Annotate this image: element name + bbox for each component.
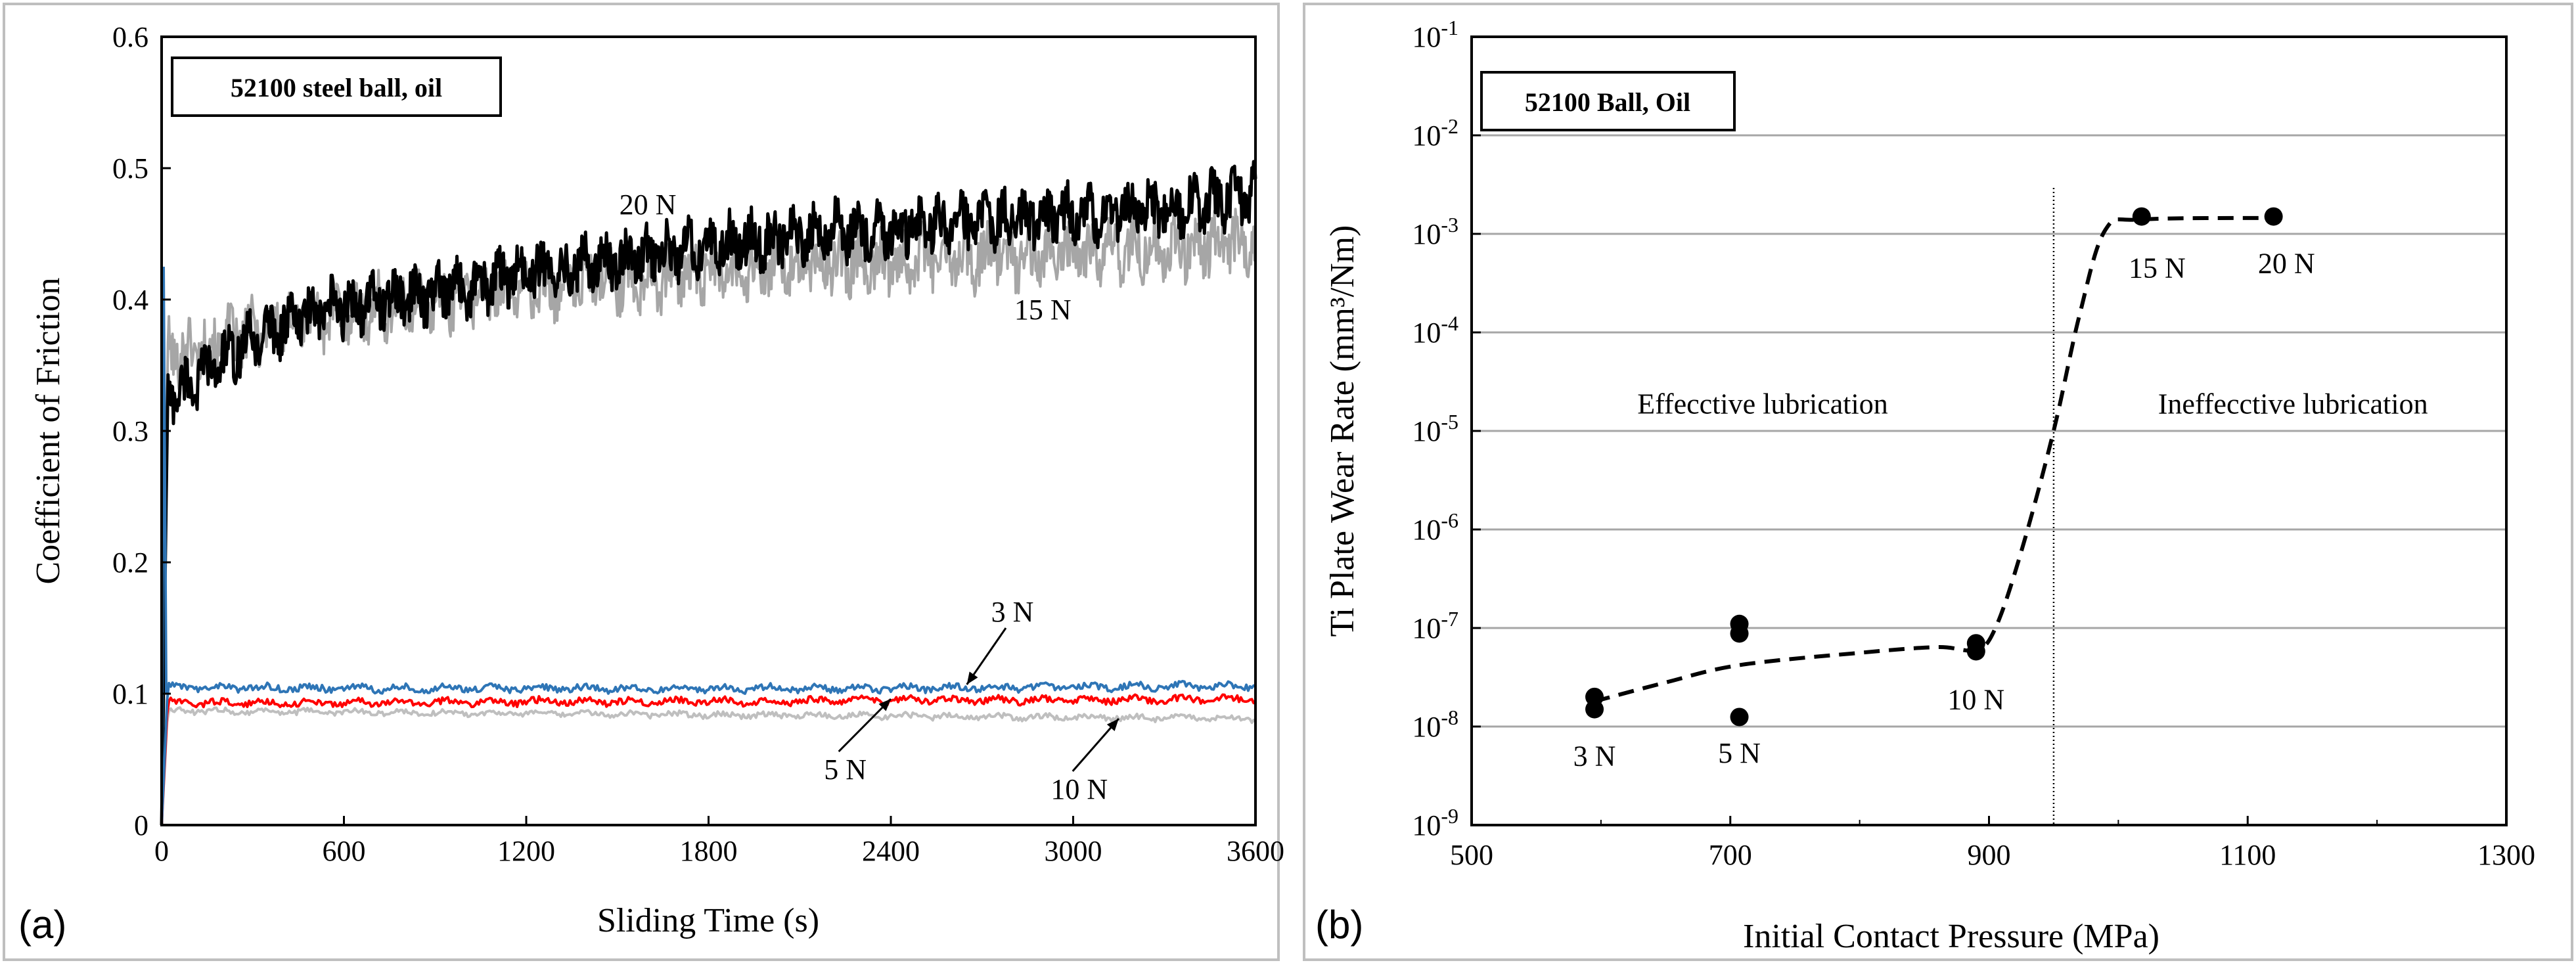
panel-b-data-point <box>1585 700 1604 719</box>
panel-a-y-tick-label: 0.3 <box>112 415 148 447</box>
panel-b-y-tick-label: 10-2 <box>1412 114 1458 152</box>
panel-a-y-tick-label: 0.1 <box>112 678 148 710</box>
series-line-20n <box>160 160 1257 826</box>
panel-b-annotations: Effecctive lubrication Ineffecctive lubri… <box>1573 248 2428 773</box>
panel-a-y-tick-labels: 0 0.1 0.2 0.3 0.4 0.5 0.6 <box>112 21 148 842</box>
panel-b-point-label: 20 N <box>2258 248 2315 280</box>
panel-b-x-tick-label: 1300 <box>2477 839 2535 871</box>
panel-b-data-point <box>1730 624 1749 643</box>
panel-a-legend-box: 52100 steel ball, oil <box>171 56 502 117</box>
panel-b-x-tick-labels: 500 700 900 1100 1300 <box>1450 839 2535 871</box>
series-line-10n <box>160 706 1256 826</box>
panel-b-region-label: Effecctive lubrication <box>1637 388 1888 420</box>
panel-a-x-tick-label: 600 <box>323 835 366 867</box>
panel-b-y-tick-label: 10-3 <box>1412 213 1458 250</box>
panel-b-x-tick-label: 700 <box>1709 839 1752 871</box>
panel-a-x-tick-labels: 0 600 1200 1800 2400 3000 3600 <box>154 835 1284 867</box>
panel-a-annotation-arrowhead <box>878 699 891 711</box>
panel-a-annotation-arrowhead <box>1106 719 1119 731</box>
panel-a-label: (a) <box>18 903 66 947</box>
panel-b-legend-box: 52100 Ball, Oil <box>1480 71 1736 131</box>
panel-b-trend-line <box>1594 215 2274 704</box>
panel-b-y-tick-label: 10-7 <box>1412 607 1458 644</box>
panel-a-y-tick-label: 0.4 <box>112 284 148 316</box>
panel-b-tick-marks <box>1470 35 2508 826</box>
panel-a-annotations: 20 N 15 N 3 N 5 N 10 N <box>620 189 1120 805</box>
panel-a-annotation-label: 3 N <box>991 596 1034 628</box>
panel-b-data-point <box>1966 642 1985 661</box>
panel-b-data-points <box>1585 207 2283 727</box>
panel-b-x-tick-label: 1100 <box>2219 839 2276 871</box>
panel-b-region-label: Ineffecctive lubrication <box>2158 388 2428 420</box>
panel-b-y-tick-label: 10-6 <box>1412 508 1458 546</box>
panel-b-data-point <box>2132 207 2151 226</box>
panel-a-x-tick-label: 2400 <box>862 835 920 867</box>
panel-b-y-axis-label: Ti Plate Wear Rate (mm³/Nm) <box>1324 225 1361 637</box>
panel-a-annotation-label: 5 N <box>824 753 867 786</box>
panel-a-y-tick-label: 0.2 <box>112 547 148 579</box>
panel-a-annotation-label: 20 N <box>620 189 677 221</box>
panel-a-y-axis-label: Coefficient of Friction <box>30 278 67 585</box>
panel-a-frame <box>3 3 1280 961</box>
panel-a-annotation-label: 10 N <box>1051 773 1108 805</box>
panel-b-y-tick-label: 10-8 <box>1412 706 1458 743</box>
panel-b-data-point <box>1730 707 1749 727</box>
panel-a-x-tick-label: 3600 <box>1227 835 1284 867</box>
panel-a-annotation-arrowhead <box>966 671 978 684</box>
panel-b-point-label: 10 N <box>1947 684 2004 716</box>
panel-b-y-tick-label: 10-4 <box>1412 311 1458 349</box>
panel-b-point-label: 15 N <box>2129 252 2186 284</box>
panel-b-x-tick-label: 900 <box>1968 839 2011 871</box>
panel-b-gridlines <box>1472 134 2506 728</box>
panel-b-label: (b) <box>1315 903 1363 947</box>
panel-a-coefficient-of-friction: 0 0.1 0.2 0.3 0.4 0.5 0.6 0 600 1200 1800 2400 3000… <box>3 3 1284 961</box>
panel-a-y-tick-label: 0.5 <box>112 152 148 185</box>
panel-a-x-axis-label: Sliding Time (s) <box>597 902 819 939</box>
panel-a-x-tick-label: 0 <box>154 835 169 867</box>
panel-a-x-tick-label: 3000 <box>1045 835 1102 867</box>
panel-b-point-label: 5 N <box>1718 737 1761 769</box>
series-line-5n <box>160 693 1257 826</box>
panel-a-annotation-label: 15 N <box>1014 294 1072 326</box>
panel-a-title: 52100 steel ball, oil <box>231 73 442 102</box>
panel-a-y-tick-label: 0.6 <box>112 21 148 53</box>
panel-b-title: 52100 Ball, Oil <box>1525 87 1690 117</box>
panel-a-x-tick-label: 1800 <box>680 835 738 867</box>
panel-b-data-point <box>2264 207 2283 226</box>
panel-b-point-label: 3 N <box>1573 740 1616 773</box>
panel-a-y-tick-label: 0 <box>134 809 148 842</box>
panel-b-x-tick-label: 500 <box>1450 839 1493 871</box>
panel-b-x-axis-label: Initial Contact Pressure (MPa) <box>1743 918 2159 955</box>
panel-a-x-tick-label: 1200 <box>497 835 555 867</box>
panel-b-y-tick-label: 10-1 <box>1412 16 1458 53</box>
panel-b-y-tick-label: 10-9 <box>1412 804 1458 842</box>
panel-b-y-tick-label: 10-5 <box>1412 410 1458 447</box>
panel-a-annotation-arrow <box>838 698 892 753</box>
series-line-3n <box>160 679 1256 826</box>
panel-b-frame <box>1303 3 2573 961</box>
panel-b-y-tick-labels: 10-9 10-8 10-7 10-6 10-5 10-4 10-3 10-2 10-1 <box>1412 16 1458 842</box>
panel-a-series <box>160 160 1257 826</box>
panel-a-tick-marks <box>160 35 1257 826</box>
panel-b-wear-rate: 10-9 10-8 10-7 10-6 10-5 10-4 10-3 10-2 10-1 500… <box>1303 3 2573 961</box>
